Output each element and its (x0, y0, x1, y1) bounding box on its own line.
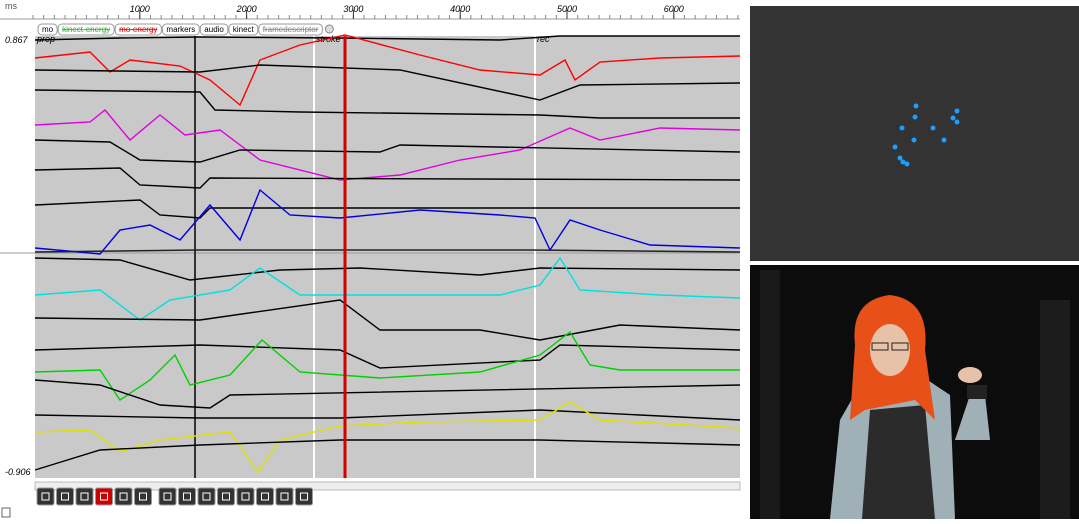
toolbar-button[interactable] (37, 488, 54, 505)
toolbar-button[interactable] (276, 488, 293, 505)
tab-bar[interactable]: mo kinect-energy mo-energy markers audio kine… (38, 24, 333, 35)
tab-label[interactable]: kinect-energy (62, 25, 110, 34)
y-max-label: 0.867 (5, 35, 29, 45)
toolbar-button[interactable] (57, 488, 74, 505)
status-box (2, 508, 10, 517)
y-min-label: -0.906 (5, 467, 31, 477)
ruler-tick-label: 4000 (450, 4, 470, 14)
toolbar-button[interactable] (257, 488, 274, 505)
toolbar-button[interactable] (115, 488, 132, 505)
ruler-unit: ms (5, 1, 17, 11)
toolbar-button[interactable] (237, 488, 254, 505)
toolbar-button[interactable] (159, 488, 176, 505)
toolbar-button[interactable] (296, 488, 313, 505)
toolbar-button[interactable] (179, 488, 196, 505)
toolbar-button[interactable] (135, 488, 152, 505)
tab-label[interactable]: mo-energy (119, 25, 157, 34)
toolbar-button[interactable] (198, 488, 215, 505)
toolbar-button[interactable] (76, 488, 93, 505)
ruler-tick-label: 3000 (343, 4, 363, 14)
tab[interactable]: mo-energy (115, 24, 161, 35)
tab[interactable]: markers (162, 24, 199, 35)
marker-label[interactable]: rec (537, 34, 550, 44)
ruler-tick-label: 1000 (130, 4, 150, 14)
tab-label[interactable]: markers (166, 25, 195, 34)
tab-label[interactable]: framedescriptor (263, 25, 319, 34)
toolbar-button[interactable] (96, 488, 113, 505)
tab[interactable]: framedescriptor (259, 24, 323, 35)
toolbar-button[interactable] (218, 488, 235, 505)
ruler-tick-label: 6000 (664, 4, 684, 14)
tab-label[interactable]: kinect (233, 25, 255, 34)
tab[interactable]: kinect-energy (58, 24, 114, 35)
tab[interactable]: audio (200, 24, 228, 35)
tab[interactable]: kinect (229, 24, 258, 35)
app-window: ms 1000 2000 3000 4000 5000 6000 mo kinect-ene… (0, 0, 1079, 519)
tab-label[interactable]: mo (42, 25, 54, 34)
add-tab-button[interactable] (325, 25, 333, 33)
ruler-tick-label: 5000 (557, 4, 577, 14)
tab-label[interactable]: audio (204, 25, 224, 34)
plot-area (35, 36, 740, 478)
page: {"ruler": {"unit": "ms", "ticks": [1000,… (0, 0, 1079, 519)
ruler-tick-label: 2000 (236, 4, 257, 14)
skeleton-view (750, 6, 1079, 261)
